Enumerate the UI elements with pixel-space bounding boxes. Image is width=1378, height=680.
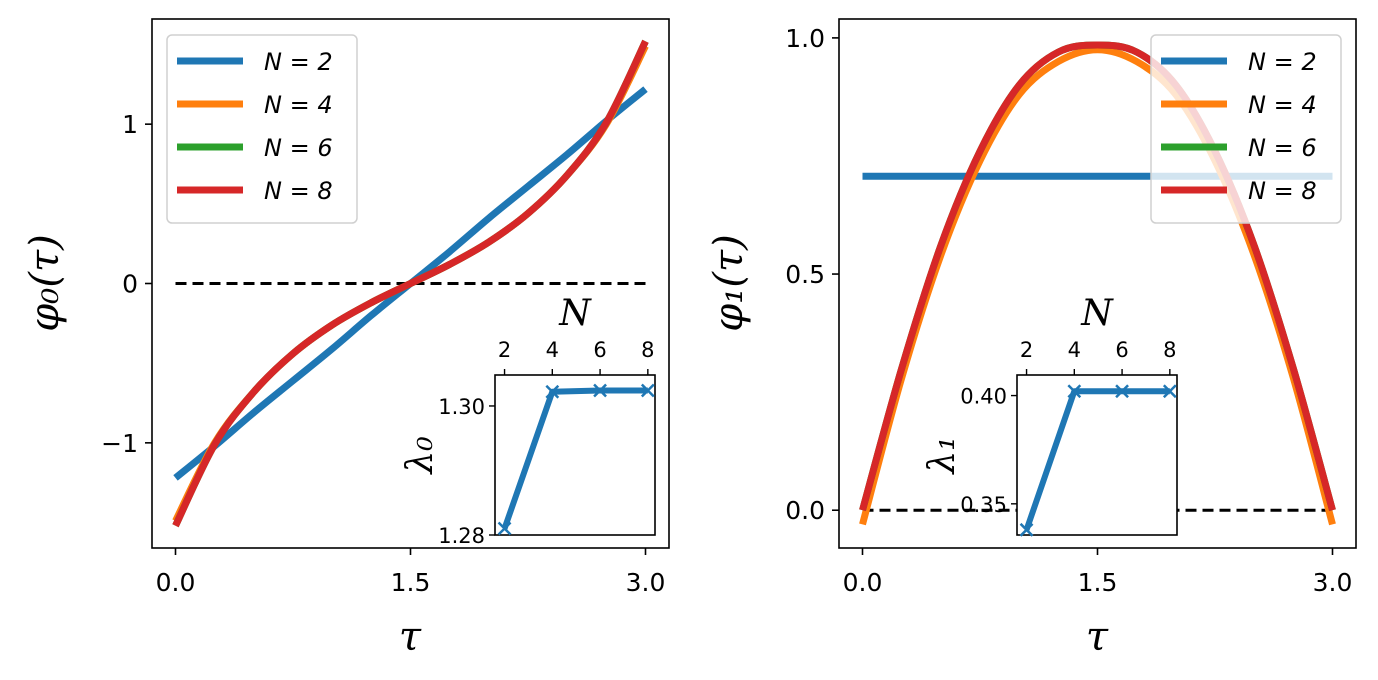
y-axis-label-text: φ₀(τ) (22, 234, 68, 331)
legend-entry-n6: N = 6 (177, 134, 333, 162)
legend-box (166, 34, 358, 224)
inset-x-axis-label: N (558, 293, 592, 334)
inset-y-axis-label-text: λ₀ (400, 436, 441, 475)
legend-entry-n8: N = 8 (177, 177, 333, 205)
legend-label: N = 6 (1248, 134, 1317, 162)
inset-marker (640, 383, 655, 398)
x-tick-label: 0.0 (156, 568, 196, 597)
inset-x-tick-label: 6 (593, 338, 606, 362)
inset-x-axis-label-text: N (1080, 293, 1114, 334)
legend-entry-n4: N = 4 (1161, 91, 1317, 119)
legend-label: N = 6 (264, 134, 333, 162)
inset-marker (1162, 384, 1177, 399)
y-tick-label: 0.0 (785, 496, 825, 525)
inset-y-axis-label: λ₀ (400, 436, 441, 475)
legend: N = 2 N = 4 N = 6 N = 8 (1150, 34, 1342, 224)
x-axis-label: τ (399, 614, 422, 660)
y-axis-label: φ₀(τ) (22, 234, 68, 331)
legend: N = 2 N = 4 N = 6 N = 8 (166, 34, 358, 224)
x-tick-label: 0.0 (843, 568, 883, 597)
legend-entry-n2: N = 2 (177, 48, 333, 76)
legend-label: N = 8 (1248, 177, 1317, 205)
panel-1: 0.0 1.5 3.0 −1 0 1 τ φ₀(τ) N = 2 N = 4 N = 6 N = 8 2… (22, 18, 670, 660)
legend-label: N = 4 (1248, 91, 1317, 119)
y-tick-label: 1.0 (785, 24, 825, 53)
y-tick-label: 0 (122, 270, 138, 299)
x-tick-label: 3.0 (1313, 568, 1353, 597)
legend-entry-n6: N = 6 (1161, 134, 1317, 162)
x-axis-label: τ (1086, 614, 1109, 660)
legend-entry-n8: N = 8 (1161, 177, 1317, 205)
series-lines (172, 39, 649, 528)
inset-marker (545, 384, 560, 399)
legend-entry-n2: N = 2 (1161, 48, 1317, 76)
inset-frame (494, 374, 656, 536)
y-axis-label-text: φ₁(τ) (706, 234, 752, 331)
series-line-n8 (859, 41, 1336, 512)
inset-line (1023, 388, 1170, 531)
inset-x-tick-label: 4 (546, 338, 559, 362)
inset-x-tick-label: 8 (641, 338, 654, 362)
inset-x-tick-label: 6 (1115, 338, 1128, 362)
inset-frame (1016, 374, 1178, 536)
legend-label: N = 2 (1248, 48, 1317, 76)
y-tick-label: −1 (101, 429, 138, 458)
legend-entry-n4: N = 4 (177, 91, 333, 119)
inset-chart: 2 4 6 8 0.35 0.40 Nλ₁ (922, 293, 1178, 537)
legend-label: N = 2 (264, 48, 333, 76)
x-axis-label-text: τ (399, 614, 422, 660)
inset-x-tick-label: 2 (1020, 338, 1033, 362)
inset-y-tick-label: 0.35 (960, 493, 1007, 517)
legend-box (1150, 34, 1342, 224)
inset-marker (497, 521, 512, 536)
inset-y-tick-label: 0.40 (960, 385, 1007, 409)
inset-marker (1067, 384, 1082, 399)
inset-x-tick-label: 2 (498, 338, 511, 362)
inset-x-tick-label: 4 (1068, 338, 1081, 362)
x-tick-label: 3.0 (626, 568, 666, 597)
inset-x-axis-label: N (1080, 293, 1114, 334)
inset-line (501, 387, 648, 530)
inset-y-axis-label: λ₁ (922, 436, 963, 475)
y-tick-label: 1 (122, 110, 138, 139)
x-axis-label-text: τ (1086, 614, 1109, 660)
series-line-n8 (172, 39, 649, 528)
x-tick-label: 1.5 (391, 568, 431, 597)
inset-marker (1019, 522, 1034, 537)
inset-marker (1115, 384, 1129, 399)
x-tick-label: 1.5 (1078, 568, 1118, 597)
inset-y-tick-label: 1.30 (438, 395, 485, 419)
inset-x-axis-label-text: N (558, 293, 592, 334)
y-tick-label: 0.5 (785, 260, 825, 289)
y-axis-label: φ₁(τ) (706, 234, 752, 331)
inset-marker (593, 383, 607, 398)
inset-x-tick-label: 8 (1163, 338, 1176, 362)
inset-chart: 2 4 6 8 1.28 1.30 Nλ₀ (400, 293, 656, 548)
inset-y-axis-label-text: λ₁ (922, 436, 963, 475)
legend-label: N = 4 (264, 91, 333, 119)
inset-y-tick-label: 1.28 (438, 524, 485, 548)
legend-label: N = 8 (264, 177, 333, 205)
